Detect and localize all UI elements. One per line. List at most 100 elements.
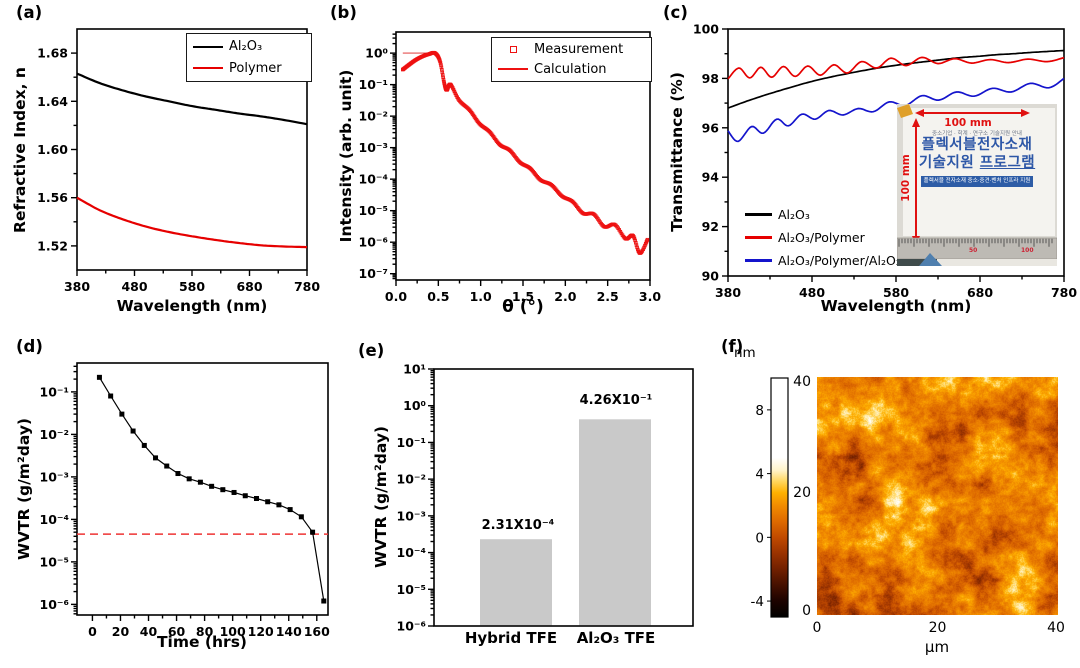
line-swatch [193,67,223,70]
wvtr-marker [287,507,293,513]
tick-label: 480 [799,285,825,300]
tick-label: 2.5 [597,289,619,304]
bar-value-label: 2.31X10⁻⁴ [481,518,555,533]
measurement-marker [642,245,646,250]
tick-label: 680 [236,279,262,294]
tick-label: 10⁻¹ [397,435,426,450]
tick-label: 10⁰ [365,46,388,61]
tick-label: 10¹ [403,362,426,377]
line-swatch [745,213,772,216]
ruler-number: 100 [1021,247,1034,254]
tick-label: 80 [196,624,214,639]
tick-label: 10⁻⁶ [359,235,388,250]
tick-label: 160 [304,624,330,639]
tick-label: 98 [702,71,719,86]
d-y-axis-title: WVTR (g/m²day) [15,417,33,561]
panel-label-e: (e) [358,341,385,360]
measurement-marker [632,236,637,241]
arrow-head-right-icon [1021,109,1030,117]
colorbar [770,377,789,618]
wvtr-marker [96,374,102,380]
wvtr-marker [220,487,226,493]
arrow-head-left-icon [915,109,924,117]
measurement-marker [635,245,639,250]
measurement-marker [438,61,443,65]
colorbar-unit-label: nm [734,345,756,361]
legend-label: Al₂O₃ [778,207,810,222]
legend-label: Calculation [534,61,607,77]
tick-label: 10⁻⁶ [397,619,426,634]
wvtr-marker [119,411,125,417]
legend-label: Polymer [229,60,282,76]
afm-y-tick-label: 40 [793,374,811,390]
tick-label: 1.68 [37,46,68,61]
tick-label: 10⁻⁵ [397,582,426,597]
afm-x-tick-label: 40 [1047,620,1065,636]
series-wvtr-line [98,376,325,602]
panel-label-b: (b) [330,3,357,22]
b-y-axis-title: Intensity (arb. unit) [337,69,355,243]
ruler-number: 50 [969,247,978,254]
table-surface [937,259,1057,266]
c-y-axis-title: Transmittance (%) [668,72,686,232]
width-dimension-label: 100 mm [944,117,992,129]
legend-label: Al₂O₃/Polymer [778,230,865,245]
line-swatch [745,236,772,239]
dark-corner [897,259,937,266]
tick-label: 100 [220,624,246,639]
line-swatch [745,259,772,262]
tick-label: 20 [112,624,130,639]
legend-label: Measurement [534,42,624,58]
wvtr-marker [108,393,114,399]
line-swatch [498,68,528,71]
inset-title-line2: 기술지원 프로그램 [897,155,1057,172]
b-x-axis-title: θ (°) [502,297,544,317]
panel-label-c: (c) [663,3,688,22]
tick-label: 1.60 [37,142,68,157]
line-swatch [193,45,223,48]
tick-label: 10⁻⁴ [40,512,69,527]
blue-wedge [919,253,942,266]
inset-graphics [897,104,1057,266]
tick-label: 580 [883,285,909,300]
wvtr-marker [130,428,136,434]
arrow-head-up-icon [912,118,920,127]
tick-label: 1.56 [37,190,68,205]
tick-label: 10⁻⁴ [359,172,388,187]
wvtr-marker [175,471,181,477]
panel-e-frame [433,368,694,627]
bar-value-label: 4.26X10⁻¹ [579,393,653,408]
e-y-axis-title: WVTR (g/m²day) [372,425,390,569]
tick-label: 1.52 [37,238,68,253]
tick-label: 120 [248,624,274,639]
tick-label: 60 [168,624,186,639]
legend-item: Al₂O₃/Polymer/Al₂O₃ [745,249,901,272]
film-sample [903,108,1055,236]
wvtr-marker [253,496,259,502]
panel-label-d: (d) [16,337,43,356]
inset-title-word-underlined: 프로그램 [979,155,1036,171]
legend-b: Measurement Calculation [491,37,652,82]
tick-label: 140 [276,624,302,639]
inset-banner-text: 플렉서블 전자소재 중소·중견·벤처 인프라 지원 [921,176,1033,187]
tick-label: 780 [294,279,320,294]
orange-tab [897,104,913,118]
c-x-axis-title: Wavelength (nm) [820,297,972,315]
afm-y-tick-label: 0 [802,603,811,619]
bar-Al₂O₃ TFE [579,419,651,626]
tick-label: 10⁻³ [397,508,426,523]
tick-label: 90 [702,269,720,284]
legend-item: Al₂O₃/Polymer [745,226,901,249]
tick-label: 96 [702,120,720,135]
wvtr-marker [141,442,147,448]
tick-label: 480 [121,279,147,294]
tick-label: 1.5 [512,289,534,304]
inset-title-line1: 플렉서블전자소재 [921,137,1033,153]
colorbar-tick-label: -4 [751,594,764,610]
legend-item: Al₂O₃ [193,37,305,57]
measurement-marker [441,77,446,82]
bar-Hybrid TFE [480,539,552,626]
tick-label: 100 [693,22,719,37]
d-x-axis-title: Time (hrs) [156,633,248,651]
